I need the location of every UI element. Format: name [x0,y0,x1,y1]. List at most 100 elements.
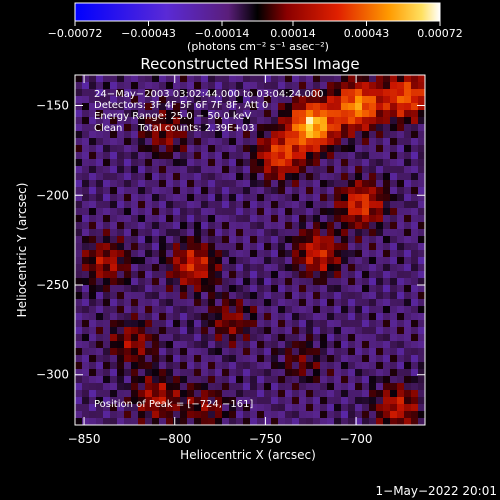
heatmap-cell [152,320,160,328]
heatmap-cell [250,229,258,237]
heatmap-cell [334,257,342,265]
heatmap-cell [215,229,223,237]
heatmap-cell [222,390,230,398]
heatmap-cell [124,369,132,377]
heatmap-cell [264,411,272,419]
heatmap-cell [250,194,258,202]
heatmap-cell [299,152,307,160]
heatmap-cell [418,236,425,244]
heatmap-cell [222,138,230,146]
heatmap-cell [278,229,286,237]
heatmap-cell [271,376,279,384]
heatmap-cell [292,390,300,398]
heatmap-cell [89,348,97,356]
heatmap-cell [397,138,405,146]
heatmap-cell [285,397,293,405]
heatmap-cell [201,278,209,286]
heatmap-cell [320,82,328,90]
heatmap-cell [96,243,104,251]
heatmap-cell [271,355,279,363]
heatmap-cell [138,229,146,237]
heatmap-cell [348,411,356,419]
heatmap-cell [75,390,83,398]
heatmap-cell [131,320,139,328]
heatmap-cell [257,313,265,321]
heatmap-cell [215,348,223,356]
heatmap-cell [299,145,307,153]
heatmap-cell [362,187,370,195]
heatmap-cell [82,215,90,223]
heatmap-cell [215,208,223,216]
heatmap-cell [285,285,293,293]
heatmap-cell [187,82,195,90]
heatmap-cell [208,397,216,405]
heatmap-cell [411,250,419,258]
heatmap-cell [215,243,223,251]
heatmap-cell [257,208,265,216]
heatmap-cell [348,159,356,167]
heatmap-cell [215,138,223,146]
heatmap-cell [292,222,300,230]
heatmap-cell [390,131,398,139]
heatmap-cell [285,201,293,209]
heatmap-cell [187,299,195,307]
heatmap-cell [187,250,195,258]
heatmap-cell [159,222,167,230]
heatmap-cell [243,299,251,307]
heatmap-cell [334,278,342,286]
heatmap-cell [418,103,425,111]
heatmap-cell [376,341,384,349]
heatmap-cell [411,145,419,153]
heatmap-cell [355,355,363,363]
heatmap-cell [271,348,279,356]
heatmap-cell [250,110,258,118]
heatmap-cell [110,390,118,398]
heatmap-cell [306,145,314,153]
heatmap-cell [187,180,195,188]
heatmap-cell [152,362,160,370]
heatmap-cell [194,229,202,237]
heatmap-cell [397,334,405,342]
heatmap-cell [75,320,83,328]
heatmap-cell [250,313,258,321]
heatmap-cell [313,334,321,342]
heatmap-cell [320,201,328,209]
heatmap-cell [376,152,384,160]
heatmap-cell [103,229,111,237]
heatmap-cell [320,383,328,391]
heatmap-cell [222,348,230,356]
heatmap-cell [341,362,349,370]
heatmap-cell [82,383,90,391]
heatmap-cell [166,187,174,195]
heatmap-cell [250,299,258,307]
heatmap-cell [390,341,398,349]
heatmap-cell [327,152,335,160]
heatmap-cell [376,145,384,153]
heatmap-cell [390,327,398,335]
heatmap-cell [264,243,272,251]
heatmap-cell [285,390,293,398]
heatmap-cell [236,138,244,146]
heatmap-cell [208,348,216,356]
heatmap-cell [320,362,328,370]
heatmap-cell [404,411,412,419]
heatmap-cell [369,187,377,195]
heatmap-cell [397,222,405,230]
heatmap-cell [411,397,419,405]
heatmap-cell [152,159,160,167]
heatmap-cell [313,96,321,104]
heatmap-cell [131,103,139,111]
heatmap-cell [180,404,188,412]
heatmap-cell [355,208,363,216]
heatmap-cell [271,299,279,307]
heatmap-cell [362,166,370,174]
heatmap-cell [201,320,209,328]
heatmap-cell [75,250,83,258]
heatmap-cell [271,418,279,425]
heatmap-cell [355,264,363,272]
heatmap-cell [117,334,125,342]
heatmap-cell [201,117,209,125]
heatmap-cell [89,243,97,251]
heatmap-cell [383,194,391,202]
heatmap-cell [103,75,111,83]
